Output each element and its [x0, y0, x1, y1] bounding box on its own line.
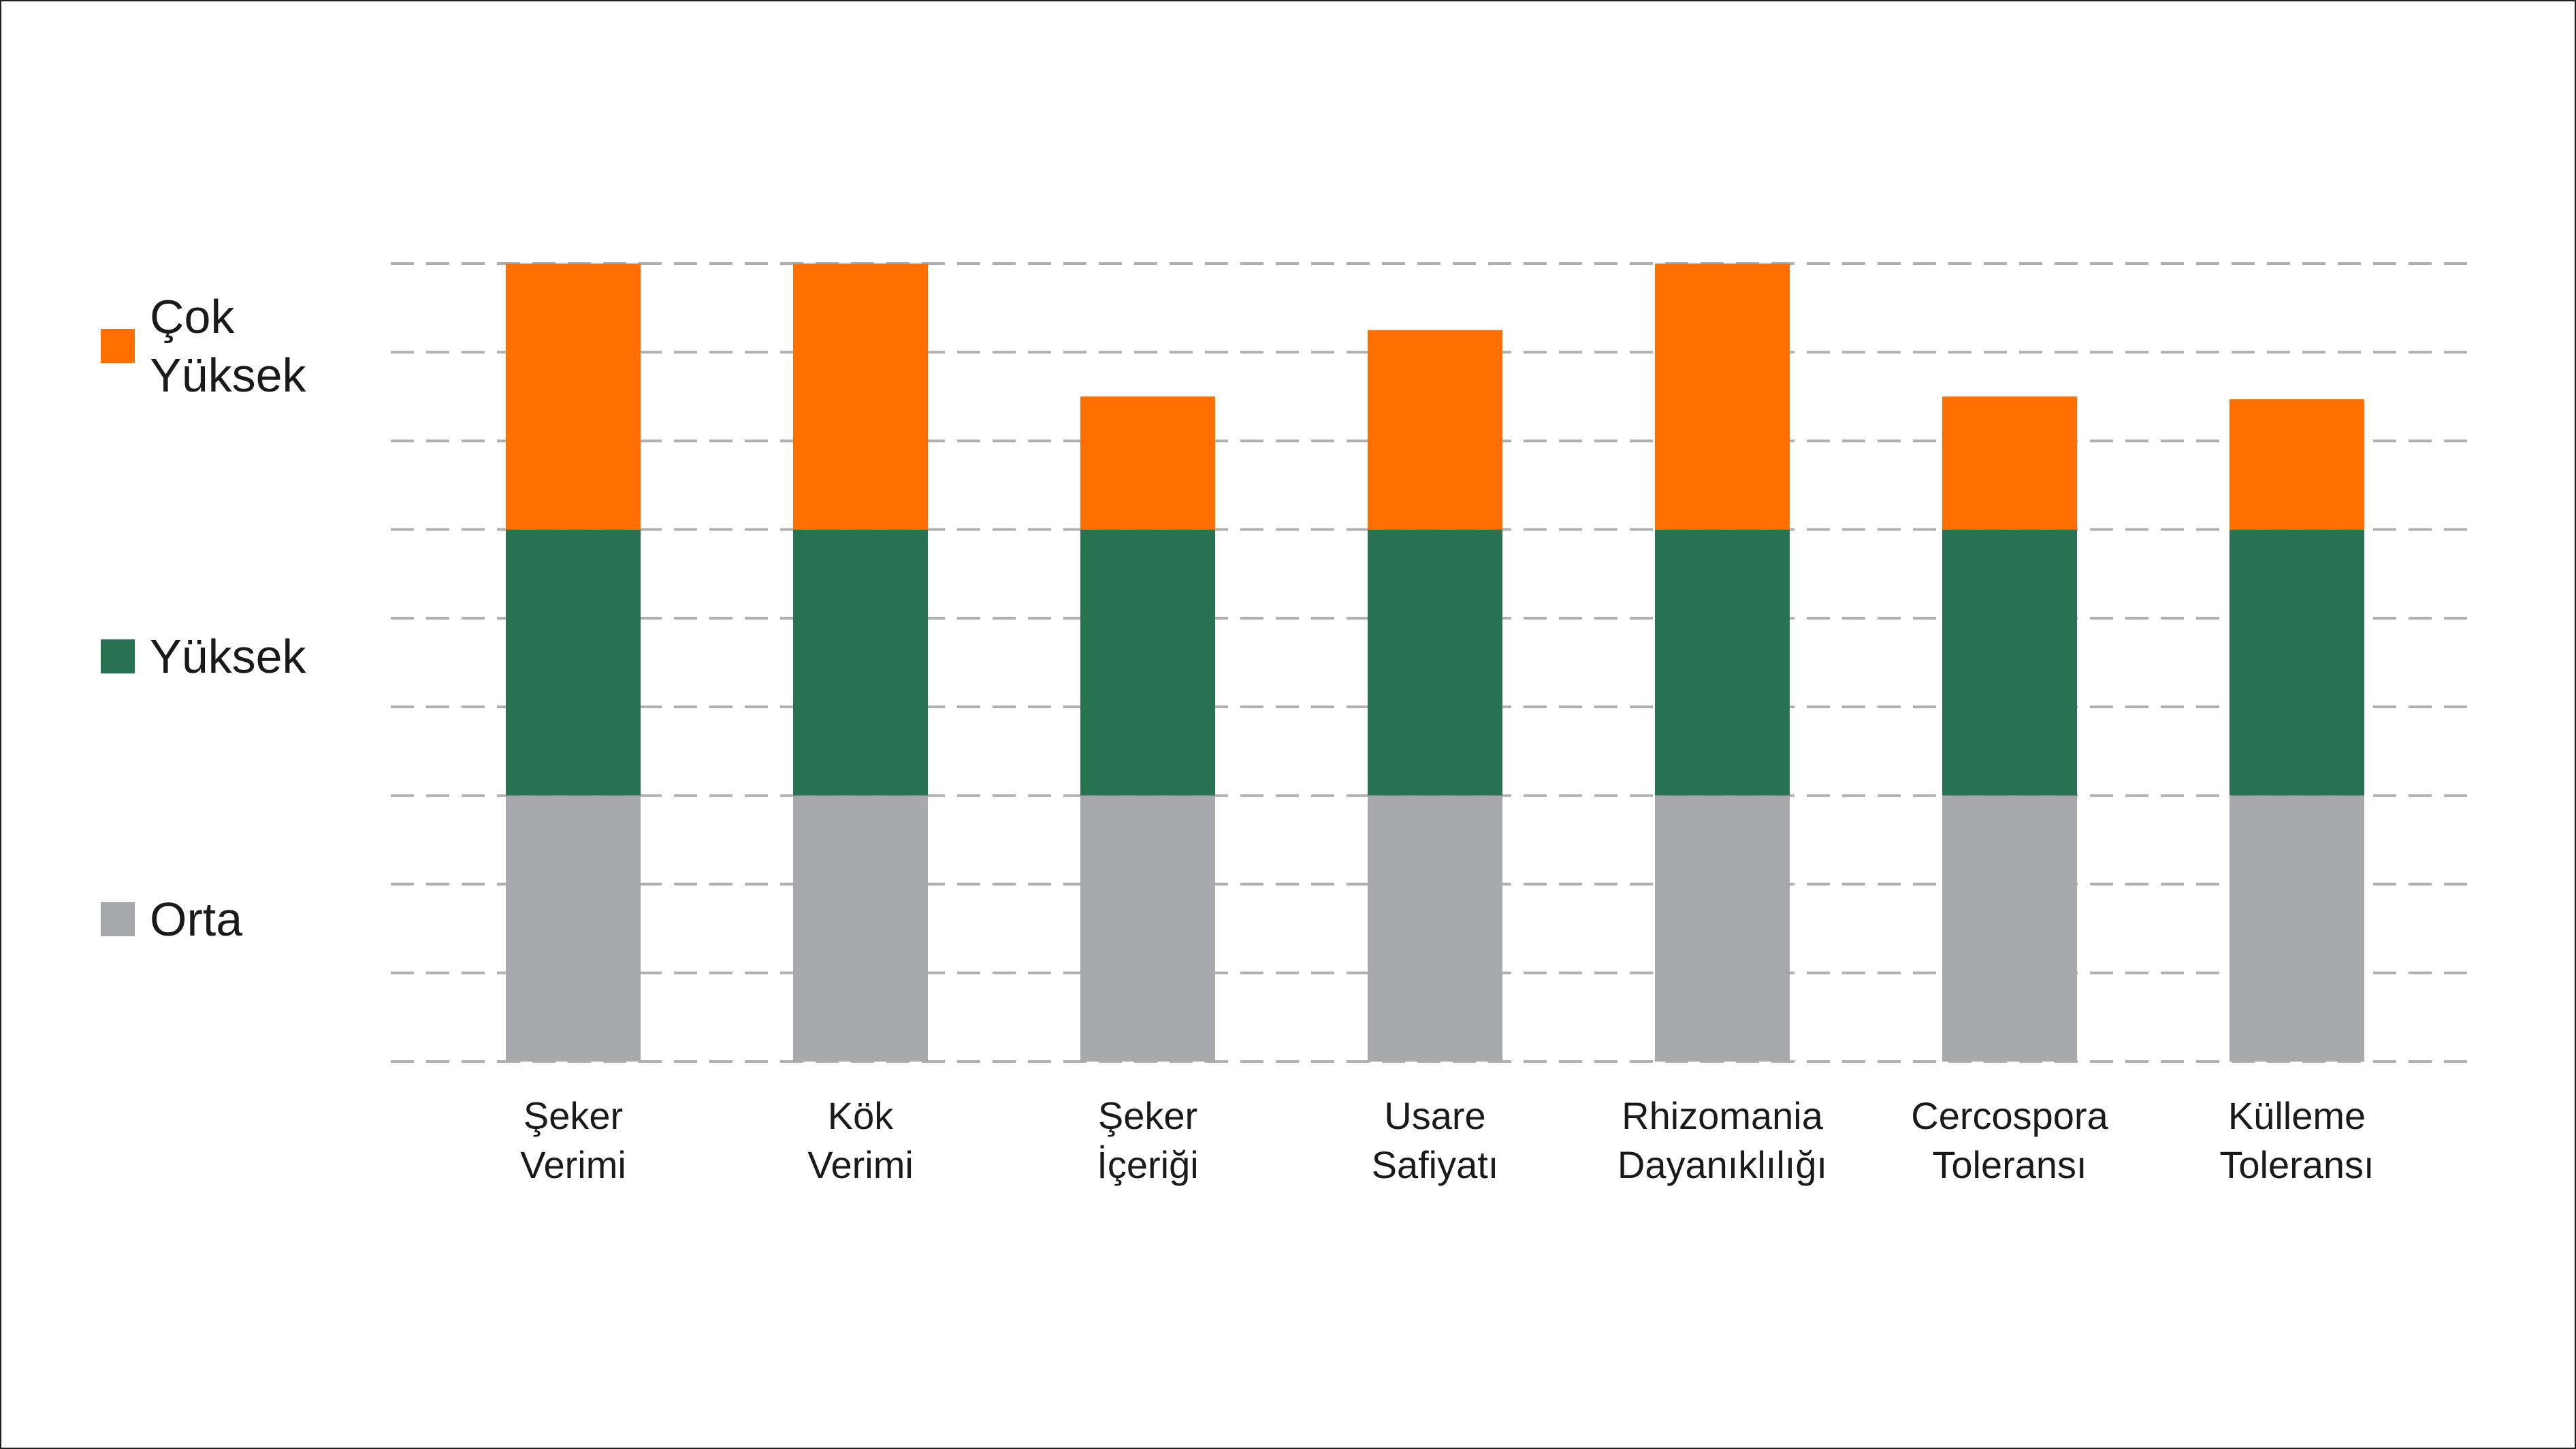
bar-segment [2229, 795, 2364, 1062]
category-label-line: Şeker [1098, 1094, 1197, 1137]
bar-segment [793, 795, 928, 1062]
category-label-line: Safiyatı [1372, 1143, 1499, 1186]
bar-segment [1655, 795, 1790, 1062]
bar-segment [793, 264, 928, 530]
legend-label-line: Çok [150, 290, 235, 343]
bar-layer [506, 264, 2364, 1062]
legend-label-line: Orta [150, 893, 242, 946]
bar-segment [1655, 529, 1790, 796]
category-label-line: Külleme [2228, 1094, 2366, 1137]
category-label: Kök Verimi [807, 1094, 914, 1186]
bar-segment [506, 529, 641, 796]
category-label: Külleme Toleransı [2219, 1094, 2374, 1186]
category-labels: Şeker Verimi Kök Verimi Şeker İçeriği Usare Saf… [520, 1094, 2374, 1186]
legend-swatch [101, 639, 135, 673]
legend-label-line: Yüksek [150, 349, 307, 402]
bar-segment [1368, 795, 1502, 1062]
category-label-line: Verimi [807, 1143, 914, 1186]
bar-segment [1368, 330, 1502, 530]
category-label: Cercospora Toleransı [1911, 1094, 2108, 1186]
legend-label: Yüksek [150, 630, 307, 683]
category-label-line: Toleransı [2219, 1143, 2374, 1186]
category-label: Rhizomania Dayanıklılığı [1617, 1094, 1827, 1186]
bar-segment [793, 529, 928, 796]
bar-segment [1080, 529, 1215, 796]
category-label-line: Cercospora [1911, 1094, 2108, 1137]
bar-segment [1080, 795, 1215, 1062]
legend-label: Orta [150, 893, 242, 946]
legend-label-line: Yüksek [150, 630, 307, 683]
bar-segment [1942, 529, 2077, 796]
bar-segment [2229, 399, 2364, 530]
bar-segment [1942, 795, 2077, 1062]
category-label-line: Rhizomania [1622, 1094, 1824, 1137]
bar-segment [1655, 264, 1790, 530]
category-label-line: Toleransı [1932, 1143, 2087, 1186]
category-label-line: Şeker [524, 1094, 623, 1137]
legend: Çok Yüksek Yüksek Orta [101, 290, 307, 946]
category-label-line: İçeriği [1097, 1143, 1198, 1186]
category-label: Şeker Verimi [520, 1094, 626, 1186]
category-label: Usare Safiyatı [1372, 1094, 1499, 1186]
category-label-line: Verimi [520, 1143, 626, 1186]
legend-label: Çok Yüksek [150, 290, 307, 402]
category-label-line: Kök [828, 1094, 894, 1137]
bar-segment [506, 264, 641, 530]
legend-swatch [101, 329, 135, 363]
category-label-line: Usare [1384, 1094, 1485, 1137]
category-label: Şeker İçeriği [1097, 1094, 1198, 1186]
category-label-line: Dayanıklılığı [1617, 1143, 1827, 1186]
legend-swatch [101, 902, 135, 936]
bar-segment [1368, 529, 1502, 796]
bar-segment [1080, 396, 1215, 530]
bar-segment [1942, 396, 2077, 530]
bar-segment [2229, 529, 2364, 796]
bar-segment [506, 795, 641, 1062]
